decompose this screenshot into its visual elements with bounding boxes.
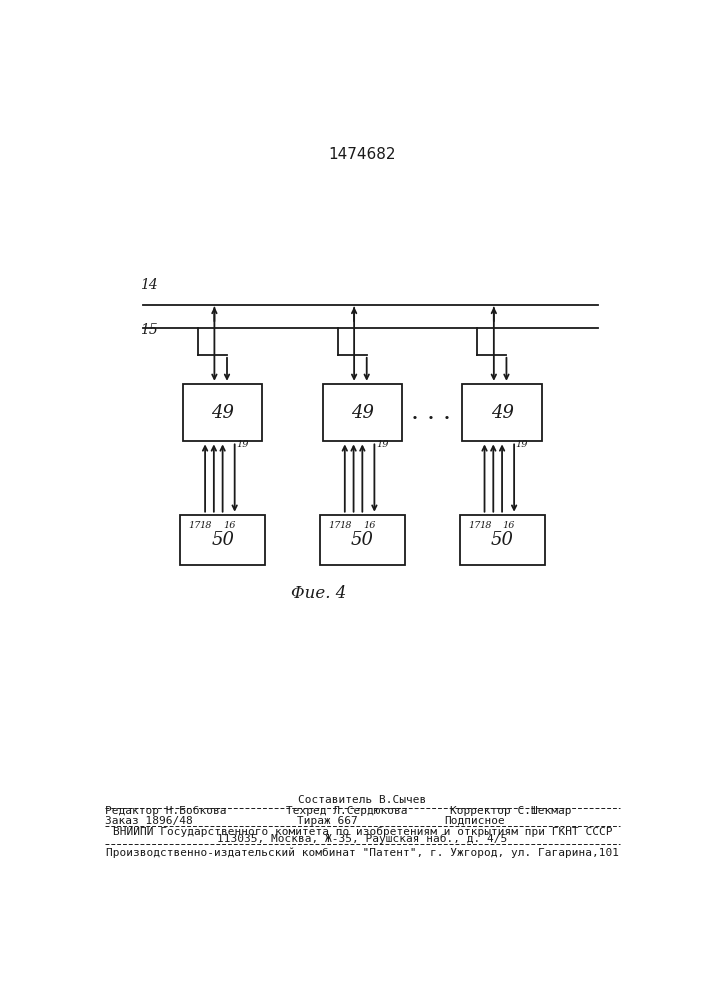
Text: Тираж 667: Тираж 667: [297, 816, 357, 826]
Bar: [180, 515, 265, 565]
Text: 19: 19: [516, 440, 528, 449]
Bar: [183, 384, 262, 441]
Text: 50: 50: [351, 531, 374, 549]
Text: 113035, Москва, Ж-35, Раушская наб., д. 4/5: 113035, Москва, Ж-35, Раушская наб., д. …: [217, 834, 508, 844]
Text: 50: 50: [211, 531, 234, 549]
Text: 18: 18: [199, 521, 212, 530]
Text: 19: 19: [236, 440, 249, 449]
Text: 49: 49: [211, 404, 234, 422]
Text: 49: 49: [491, 404, 513, 422]
Text: Производственно-издательский комбинат "Патент", г. Ужгород, ул. Гагарина,101: Производственно-издательский комбинат "П…: [106, 848, 619, 858]
Text: 19: 19: [376, 440, 389, 449]
Text: Φие. 4: Φие. 4: [291, 585, 346, 602]
Bar: [322, 384, 402, 441]
Text: Техред Л.Сердюкова: Техред Л.Сердюкова: [286, 806, 407, 816]
Bar: [460, 515, 544, 565]
Text: 1474682: 1474682: [329, 147, 396, 162]
Bar: [320, 515, 405, 565]
Text: 16: 16: [363, 521, 375, 530]
Text: 17: 17: [189, 521, 201, 530]
Text: 16: 16: [223, 521, 235, 530]
Text: 18: 18: [479, 521, 491, 530]
Text: Заказ 1896/48: Заказ 1896/48: [105, 816, 192, 826]
Text: . . .: . . .: [411, 401, 451, 424]
Text: 15: 15: [141, 323, 158, 337]
Text: 16: 16: [503, 521, 515, 530]
Text: ВНИИПИ Государственного комитета по изобретениям и открытиям при ГКНТ СССР: ВНИИПИ Государственного комитета по изоб…: [112, 826, 612, 837]
Text: 17: 17: [329, 521, 341, 530]
Text: 17: 17: [468, 521, 481, 530]
Text: Составитель В.Сычев: Составитель В.Сычев: [298, 795, 426, 805]
Text: Редактор Н.Бобкова: Редактор Н.Бобкова: [105, 806, 226, 816]
Bar: [462, 384, 542, 441]
Text: 18: 18: [339, 521, 352, 530]
Text: 14: 14: [141, 278, 158, 292]
Text: Корректор С.Шекмар: Корректор С.Шекмар: [450, 806, 571, 816]
Text: 49: 49: [351, 404, 374, 422]
Text: 50: 50: [491, 531, 513, 549]
Text: Подписное: Подписное: [445, 816, 506, 826]
